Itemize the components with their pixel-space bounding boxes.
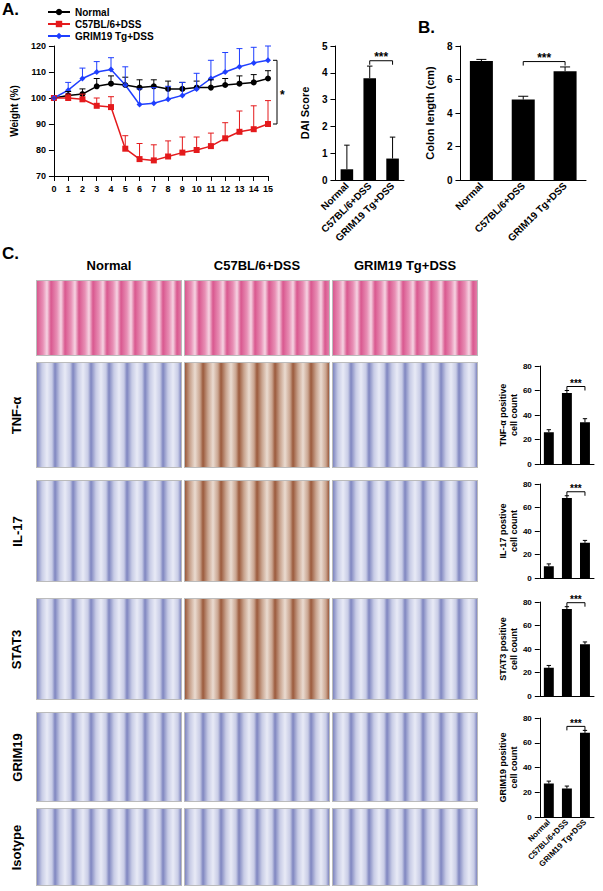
svg-text:40: 40 xyxy=(523,763,532,772)
svg-text:40: 40 xyxy=(523,527,532,536)
svg-text:40: 40 xyxy=(523,411,532,420)
html-text:B.: B. xyxy=(418,18,435,37)
html-text:Isotype: Isotype xyxy=(9,824,25,870)
html-text:A.: A. xyxy=(2,0,19,19)
svg-text:Colon length (cm): Colon length (cm) xyxy=(424,66,436,160)
svg-text:8: 8 xyxy=(447,41,453,52)
svg-text:DAI Score: DAI Score xyxy=(299,87,311,140)
svg-text:0: 0 xyxy=(527,574,532,583)
svg-text:Normal: Normal xyxy=(75,7,110,18)
svg-text:***: *** xyxy=(570,594,582,605)
svg-text:11: 11 xyxy=(206,184,216,194)
svg-text:14: 14 xyxy=(249,184,259,194)
svg-text:0: 0 xyxy=(527,460,532,469)
svg-text:GRIM19 Tg+DSS: GRIM19 Tg+DSS xyxy=(333,180,397,244)
svg-text:GRIM19 Tg+DSS: GRIM19 Tg+DSS xyxy=(506,180,570,244)
svg-text:2: 2 xyxy=(80,184,85,194)
svg-text:GRIM19 Tg+DSS: GRIM19 Tg+DSS xyxy=(537,817,588,868)
svg-text:60: 60 xyxy=(523,503,532,512)
html-text:TNF-α: TNF-α xyxy=(9,396,25,434)
html-text:GRIM19: GRIM19 xyxy=(9,732,25,782)
html-text:GRIM19 Tg+DSS: GRIM19 Tg+DSS xyxy=(353,258,457,273)
svg-text:100: 100 xyxy=(31,93,46,103)
svg-text:120: 120 xyxy=(31,41,46,51)
svg-text:8: 8 xyxy=(166,184,171,194)
svg-text:15: 15 xyxy=(263,184,273,194)
svg-text:***: *** xyxy=(374,50,388,64)
svg-text:20: 20 xyxy=(523,668,532,677)
svg-text:Normal: Normal xyxy=(318,180,351,213)
svg-text:20: 20 xyxy=(523,788,532,797)
svg-text:1: 1 xyxy=(66,184,71,194)
svg-text:10: 10 xyxy=(192,184,202,194)
svg-text:C57BL/6+DSS: C57BL/6+DSS xyxy=(75,19,142,30)
html-text:STAT3: STAT3 xyxy=(9,629,25,669)
svg-text:7: 7 xyxy=(151,184,156,194)
html-text:Normal: Normal xyxy=(86,258,132,273)
svg-text:60: 60 xyxy=(523,738,532,747)
svg-text:6: 6 xyxy=(447,74,453,85)
svg-text:0: 0 xyxy=(527,813,532,822)
svg-text:cell count: cell count xyxy=(509,510,519,552)
svg-text:80: 80 xyxy=(523,714,532,723)
svg-text:Normal: Normal xyxy=(453,180,485,212)
svg-text:cell count: cell count xyxy=(509,746,519,788)
svg-text:IL-17 postive: IL-17 postive xyxy=(498,503,508,558)
svg-text:0: 0 xyxy=(447,175,453,186)
svg-text:GRIM19 Tg+DSS: GRIM19 Tg+DSS xyxy=(75,31,154,42)
svg-text:5: 5 xyxy=(322,41,328,52)
svg-text:4: 4 xyxy=(322,67,328,78)
svg-text:Normal: Normal xyxy=(526,817,552,844)
svg-text:4: 4 xyxy=(108,184,113,194)
svg-text:9: 9 xyxy=(180,184,185,194)
svg-text:C57BL/6+DSS: C57BL/6+DSS xyxy=(526,817,571,862)
svg-text:0: 0 xyxy=(51,184,56,194)
svg-text:60: 60 xyxy=(523,621,532,630)
html-text:C.: C. xyxy=(2,244,19,263)
svg-text:3: 3 xyxy=(322,94,328,105)
svg-text:2: 2 xyxy=(322,121,328,132)
svg-text:80: 80 xyxy=(523,480,532,489)
svg-text:3: 3 xyxy=(94,184,99,194)
svg-text:***: *** xyxy=(570,718,582,729)
svg-text:C57BL/6+DSS: C57BL/6+DSS xyxy=(319,180,374,235)
svg-text:cell count: cell count xyxy=(509,394,519,436)
svg-text:70: 70 xyxy=(36,171,46,181)
svg-text:5: 5 xyxy=(123,184,128,194)
svg-text:80: 80 xyxy=(523,362,532,371)
svg-text:Weight (%): Weight (%) xyxy=(9,85,20,136)
svg-text:STAT3 positive: STAT3 positive xyxy=(498,617,508,681)
svg-text:0: 0 xyxy=(527,692,532,701)
svg-text:TNF-α positive: TNF-α positive xyxy=(498,384,508,447)
svg-text:110: 110 xyxy=(31,67,46,77)
svg-text:90: 90 xyxy=(36,119,46,129)
svg-text:1: 1 xyxy=(322,148,328,159)
svg-text:2: 2 xyxy=(447,141,453,152)
svg-text:C57BL/6+DSS: C57BL/6+DSS xyxy=(472,180,528,235)
svg-text:20: 20 xyxy=(523,550,532,559)
html-text:C57BL/6+DSS: C57BL/6+DSS xyxy=(213,258,301,273)
svg-text:13: 13 xyxy=(234,184,244,194)
svg-text:*: * xyxy=(280,88,285,102)
svg-text:***: *** xyxy=(537,51,551,65)
svg-text:40: 40 xyxy=(523,645,532,654)
svg-text:GRIM19 positive: GRIM19 positive xyxy=(498,732,508,802)
svg-text:80: 80 xyxy=(523,598,532,607)
svg-text:6: 6 xyxy=(137,184,142,194)
svg-text:60: 60 xyxy=(523,386,532,395)
svg-text:12: 12 xyxy=(220,184,230,194)
svg-text:20: 20 xyxy=(523,435,532,444)
svg-text:***: *** xyxy=(570,483,582,494)
svg-text:4: 4 xyxy=(447,108,453,119)
svg-text:80: 80 xyxy=(36,145,46,155)
svg-text:0: 0 xyxy=(322,175,328,186)
svg-text:***: *** xyxy=(570,378,582,389)
svg-text:cell count: cell count xyxy=(509,628,519,670)
html-text:IL-17: IL-17 xyxy=(9,515,25,547)
